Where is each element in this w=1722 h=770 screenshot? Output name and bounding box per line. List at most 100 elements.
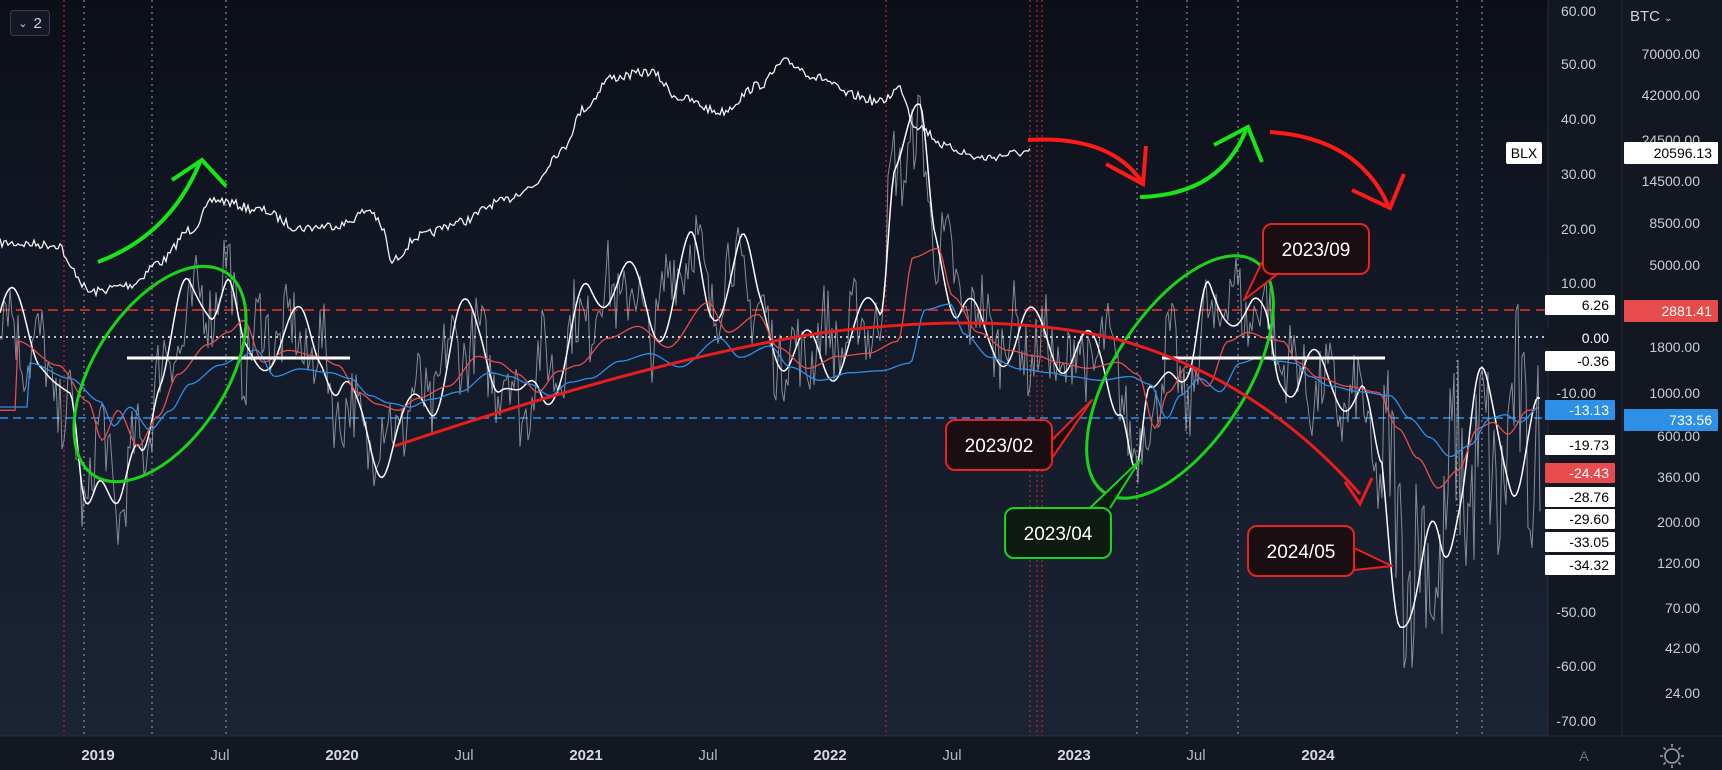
callout-pointer xyxy=(1089,459,1141,509)
callout-label: 2024/05 xyxy=(1267,542,1336,563)
symbol-label: BTC xyxy=(1630,8,1660,25)
callout-box xyxy=(1247,525,1355,577)
time-tick-label: 2023 xyxy=(1057,747,1090,764)
value-tag xyxy=(1545,351,1615,371)
time-tick-label: Jul xyxy=(942,747,961,764)
oscillator-tick-label: -50.00 xyxy=(1556,604,1596,620)
value-tag-label: 0.00 xyxy=(1582,330,1609,346)
settings-icon-ring xyxy=(1664,748,1680,764)
price-tick-label: 70000.00 xyxy=(1642,46,1701,62)
time-tick-label: 2019 xyxy=(81,747,114,764)
settings-icon-spoke xyxy=(1662,761,1667,766)
price-tick-label: 200.00 xyxy=(1657,514,1700,530)
oscillator-series xyxy=(0,94,1541,668)
oscillator-tick-label: 10.00 xyxy=(1561,275,1596,291)
oscillator-tick-label: 40.00 xyxy=(1561,111,1596,127)
value-tag-label: -28.76 xyxy=(1569,489,1609,505)
pane-count: 2 xyxy=(33,14,42,32)
time-tick-label: Jul xyxy=(454,747,473,764)
oscillator-raw-line xyxy=(0,94,1541,668)
value-tag xyxy=(1545,400,1615,420)
grid-lines xyxy=(0,0,1548,736)
settings-icon xyxy=(1660,744,1684,768)
red-arrow-head xyxy=(1343,477,1374,508)
blue-moving-average xyxy=(0,303,1540,458)
time-tick-label: 2022 xyxy=(813,747,846,764)
value-tag xyxy=(1624,300,1718,322)
value-tag xyxy=(1545,328,1615,348)
price-tick-label: 8500.00 xyxy=(1649,215,1700,231)
value-tag-label: 20596.13 xyxy=(1654,145,1713,161)
settings-icon-spoke xyxy=(1677,761,1682,766)
value-tag-label: -29.60 xyxy=(1569,511,1609,527)
oscillator-tick-label: 20.00 xyxy=(1561,221,1596,237)
value-tag xyxy=(1624,142,1718,164)
price-tick-label: 14500.00 xyxy=(1642,173,1701,189)
callout-pointer xyxy=(1353,547,1393,571)
green-ellipse xyxy=(72,264,248,484)
value-tag xyxy=(1545,463,1615,483)
value-tag xyxy=(1545,555,1615,575)
callout-box xyxy=(1004,507,1112,559)
oscillator-tick-label: -10.00 xyxy=(1556,385,1596,401)
oscillator-tick-label: 50.00 xyxy=(1561,56,1596,72)
value-tag-label: -33.05 xyxy=(1569,534,1609,550)
time-axis-background xyxy=(0,736,1722,770)
red-trend-arc xyxy=(394,321,1362,495)
blx-price-line xyxy=(0,57,1031,298)
price-tick-label: 1800.00 xyxy=(1649,339,1700,355)
value-tag-label: -0.36 xyxy=(1577,353,1609,369)
value-tag xyxy=(1545,487,1615,507)
value-tag-label: 733.56 xyxy=(1669,412,1712,428)
price-tick-label: 360.00 xyxy=(1657,469,1700,485)
value-tag-label: 6.26 xyxy=(1582,297,1609,313)
chevron-down-icon: ⌄ xyxy=(18,17,28,30)
price-tick-label: 42.00 xyxy=(1665,640,1700,656)
callout-label: 2023/09 xyxy=(1282,240,1351,261)
time-tick-label: 2020 xyxy=(325,747,358,764)
value-tag xyxy=(1545,509,1615,529)
callout-label: 2023/02 xyxy=(965,436,1034,457)
series-label-box xyxy=(1506,142,1542,164)
oscillator-tick-label: 60.00 xyxy=(1561,3,1596,19)
symbol-selector[interactable]: BTC ⌄ xyxy=(1630,8,1673,25)
time-tick-label: 2021 xyxy=(569,747,602,764)
oscillator-tick-label: -70.00 xyxy=(1556,713,1596,729)
oscillator-smooth-line xyxy=(0,103,1541,629)
series-label: BLX xyxy=(1511,145,1538,161)
time-tick-label: 2024 xyxy=(1301,747,1335,764)
price-tick-label: 24.00 xyxy=(1665,685,1700,701)
price-series xyxy=(0,57,1031,298)
time-tick-label: Jul xyxy=(698,747,717,764)
price-tick-label: 1000.00 xyxy=(1649,385,1700,401)
price-tick-label: 42000.00 xyxy=(1642,87,1701,103)
callout-pointer xyxy=(1051,399,1093,459)
settings-icon-spoke xyxy=(1677,746,1682,751)
value-tag xyxy=(1545,532,1615,552)
callout-box xyxy=(1262,223,1370,275)
settings-icon-spoke xyxy=(1662,746,1667,751)
price-tick-label: 120.00 xyxy=(1657,555,1700,571)
green-arrow xyxy=(97,161,202,264)
red-arrow-head xyxy=(1351,173,1406,211)
value-tag-label: -13.13 xyxy=(1569,402,1609,418)
red-arrow xyxy=(1269,130,1390,206)
value-tag xyxy=(1624,409,1718,431)
callout-label: 2023/04 xyxy=(1024,524,1093,545)
red-arrow-head xyxy=(1105,145,1148,188)
auto-scale-toggle: A xyxy=(1579,748,1589,764)
price-tick-label: 70.00 xyxy=(1665,600,1700,616)
time-tick-label: Jul xyxy=(210,747,229,764)
value-tag-label: -34.32 xyxy=(1569,557,1609,573)
collapse-panes-button[interactable]: ⌄ 2 xyxy=(10,10,50,36)
price-tick-label: 5000.00 xyxy=(1649,257,1700,273)
value-tag-label: -24.43 xyxy=(1569,465,1609,481)
time-tick-label: Jul xyxy=(1186,747,1205,764)
green-arrow-head xyxy=(1213,124,1264,163)
drawings-layer: 2023/09 2023/02 2023/04 2024/05 xyxy=(72,124,1406,577)
callout-box xyxy=(945,419,1053,471)
oscillator-tick-label: -60.00 xyxy=(1556,658,1596,674)
